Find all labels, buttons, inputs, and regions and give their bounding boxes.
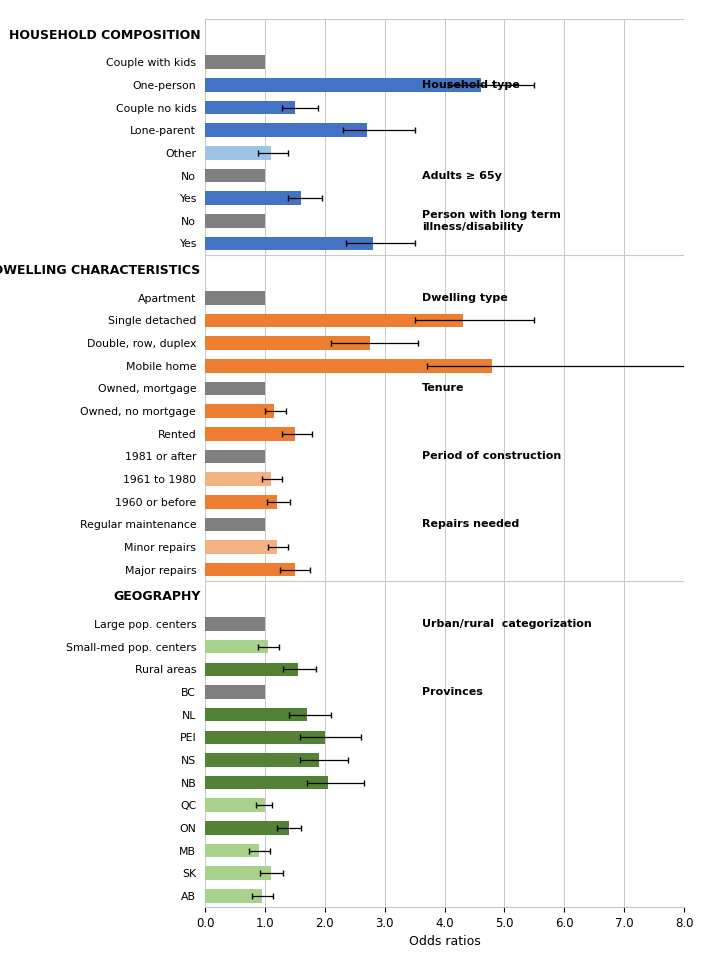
Bar <box>205 214 265 228</box>
Text: Household type: Household type <box>422 80 520 90</box>
Bar <box>205 517 265 531</box>
Text: Adults ≥ 65y: Adults ≥ 65y <box>422 171 502 180</box>
Bar <box>205 540 277 554</box>
Text: HOUSEHOLD COMPOSITION: HOUSEHOLD COMPOSITION <box>9 29 200 41</box>
Bar <box>205 754 319 767</box>
Bar <box>205 799 265 812</box>
Bar <box>205 237 373 251</box>
Bar <box>205 685 265 699</box>
Bar <box>205 56 265 69</box>
Bar <box>205 776 328 789</box>
Bar <box>205 472 271 486</box>
Bar <box>205 731 325 744</box>
Text: GEOGRAPHY: GEOGRAPHY <box>113 590 200 603</box>
Bar <box>205 146 271 159</box>
Bar <box>205 124 366 137</box>
Bar <box>205 708 307 722</box>
Bar <box>205 662 298 676</box>
Bar <box>205 382 265 396</box>
Bar <box>205 336 370 350</box>
Text: Period of construction: Period of construction <box>422 451 561 462</box>
Text: Tenure: Tenure <box>422 383 464 394</box>
Bar <box>205 844 259 857</box>
Bar <box>205 191 301 204</box>
Text: Dwelling type: Dwelling type <box>422 293 508 302</box>
X-axis label: Odds ratios: Odds ratios <box>409 935 480 948</box>
Text: Person with long term
illness/disability: Person with long term illness/disability <box>422 209 561 232</box>
Bar <box>205 640 268 654</box>
Bar <box>205 821 289 834</box>
Bar <box>205 495 277 509</box>
Bar <box>205 617 265 631</box>
Bar <box>205 314 462 327</box>
Bar <box>205 359 492 372</box>
Bar <box>205 169 265 182</box>
Bar <box>205 563 295 576</box>
Text: Urban/rural  categorization: Urban/rural categorization <box>422 619 592 629</box>
Bar <box>205 78 480 92</box>
Bar <box>205 404 274 418</box>
Text: Provinces: Provinces <box>422 687 482 697</box>
Bar <box>205 101 295 114</box>
Bar <box>205 449 265 463</box>
Bar <box>205 889 262 902</box>
Text: DWELLING CHARACTERISTICS: DWELLING CHARACTERISTICS <box>0 264 200 277</box>
Bar <box>205 867 271 880</box>
Text: Repairs needed: Repairs needed <box>422 519 519 529</box>
Bar <box>205 427 295 441</box>
Bar <box>205 291 265 304</box>
